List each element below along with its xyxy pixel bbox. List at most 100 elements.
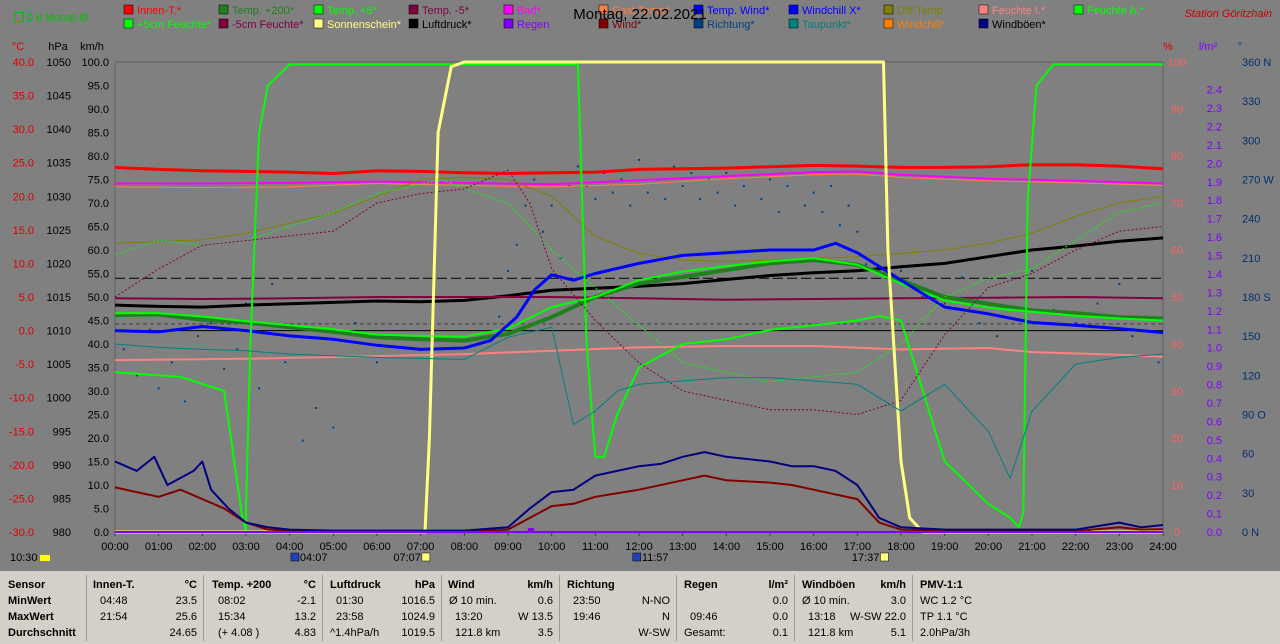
stats-regen-total-label: Gesamt: [684,627,726,639]
time-tick-label: 21:00 [1018,541,1046,553]
stats-temp200-min-value: -2.1 [297,595,316,607]
time-tick-label: 00:00 [101,541,129,553]
direction-point [354,322,357,325]
celsius-tick-label: -30.0 [9,527,34,539]
stats-windboeen-column: Windböen km/h Ø 10 min. 3.0 13:18 W-SW 2… [796,575,913,641]
direction-point [541,230,544,233]
kmh-tick-label: 100.0 [81,57,109,69]
direction-point [830,185,833,188]
direction-point [620,178,623,181]
stats-innen-max-time: 21:54 [100,611,128,623]
time-tick-label: 14:00 [713,541,741,553]
kmh-tick-label: 55.0 [88,269,109,281]
kmh-tick-label: 70.0 [88,198,109,210]
series-line [114,173,1164,189]
series-line [114,345,1164,362]
kmh-tick-label: 35.0 [88,363,109,375]
direction-point [576,165,579,168]
time-tick-label: 02:00 [189,541,217,553]
direction-point [961,276,964,279]
stats-windboeen-avg-note: 121.8 km [808,627,854,639]
rain-tick-label: 0.6 [1207,416,1222,428]
stats-windboeen-min-time: Ø 10 min. [802,595,850,607]
direction-tick-label: 90 O [1242,410,1266,422]
rain-mark [530,528,535,532]
direction-point [943,302,946,305]
stats-luftdruck-min-time: 01:30 [336,595,364,607]
stats-row-label-min: MinWert [8,595,52,607]
time-tick-label: 04:00 [276,541,304,553]
direction-point [690,171,693,174]
stats-windboeen-max-value: W-SW 22.0 [849,611,906,623]
percent-tick-label: 20 [1171,433,1183,445]
direction-point [1157,361,1160,364]
direction-point [821,211,824,214]
stats-temp200-unit: °C [303,579,316,591]
direction-point [803,204,806,207]
celsius-tick-label: 10.0 [13,258,34,270]
celsius-tick-label: 5.0 [19,292,34,304]
direction-tick-label: 210 [1242,253,1260,265]
stats-richtung-min-value: N-NO [641,595,670,607]
checkbox-icon[interactable] [14,12,24,22]
kmh-tick-label: 85.0 [88,128,109,140]
celsius-tick-label: 0.0 [19,326,34,338]
direction-point [978,322,981,325]
direction-point [210,322,213,325]
direction-point [699,198,702,201]
kmh-tick-label: 40.0 [88,339,109,351]
rain-tick-label: 1.5 [1207,251,1222,263]
stats-regen-max-value: 0.0 [772,611,788,623]
kmh-tick-label: 90.0 [88,104,109,116]
direction-point [1131,335,1134,338]
stats-temp200-min-time: 08:02 [218,595,246,607]
series-line [114,179,1164,383]
stats-wind-max-value: W 13.5 [518,611,553,623]
direction-point [148,328,151,331]
legend-label: Windchill X* [802,5,861,17]
time-tick-label: 05:00 [320,541,348,553]
kmh-tick-label: 0.0 [94,527,109,539]
time-tick-label: 17:00 [844,541,872,553]
direction-point [646,191,649,194]
celsius-tick-label: -20.0 [9,460,34,472]
kmh-tick-label: 80.0 [88,151,109,163]
stats-innen-min-time: 04:48 [100,595,128,607]
rain-tick-label: 1.6 [1207,232,1222,244]
legend-swatch [598,18,609,29]
axis-unit-label: l/m² [1199,41,1218,53]
series-line [114,296,1164,301]
direction-point [638,158,640,161]
axis-unit-label: ° [1238,41,1242,53]
rain-tick-label: 0.2 [1207,490,1222,502]
legend-label: Gast Temp* [612,5,670,17]
direction-point [258,387,261,390]
time-tick-label: 15:00 [756,541,784,553]
stats-wind-column: Wind km/h Ø 10 min. 0.6 13:20 W 13.5 121… [443,575,560,641]
direction-tick-label: 0 N [1242,527,1259,539]
series-line [114,63,1163,533]
stats-luftdruck-max-time: 23:58 [336,611,364,623]
stats-innen-title: Innen-T. [93,579,135,591]
monthly-average-toggle[interactable]: 0.8 Monat-Ø [14,12,88,24]
stats-regen-total-value: 0.1 [772,627,788,639]
stats-innen-unit: °C [184,579,197,591]
rain-tick-label: 0.3 [1207,472,1222,484]
legend-swatch [1073,4,1084,15]
time-tick-label: 24:00 [1149,541,1177,553]
stats-temp200-max-value: 13.2 [294,611,316,623]
rain-tick-label: 1.1 [1207,324,1222,336]
rain-tick-label: 1.2 [1207,306,1222,318]
celsius-tick-label: -25.0 [9,493,34,505]
series-line [114,236,1164,309]
legend-swatch [408,18,419,29]
direction-point [223,367,226,370]
sun-marker-icon [421,552,431,562]
statistics-panel: Sensor MinWert MaxWert Durchschnitt Inne… [0,571,1280,644]
series-line [114,258,1164,343]
time-tick-label: 10:00 [538,541,566,553]
stats-richtung-max-time: 19:46 [573,611,601,623]
direction-point [157,387,160,390]
direction-tick-label: 270 W [1242,175,1274,187]
sun-duration-label: 10:30 [10,552,38,564]
